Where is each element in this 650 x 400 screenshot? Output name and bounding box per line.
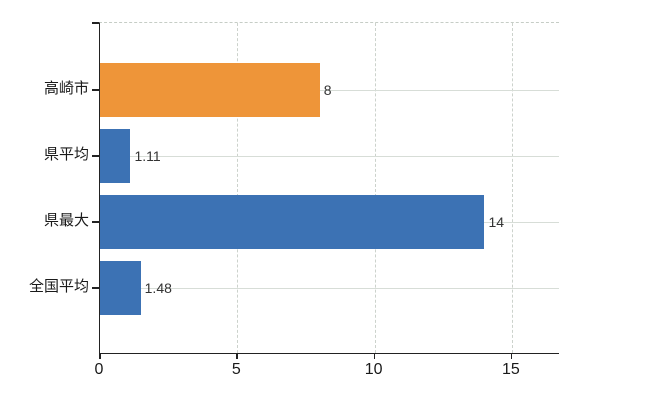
- x-axis-tick: [510, 354, 513, 359]
- vertical-gridline: [374, 23, 376, 353]
- y-axis-tick: [92, 89, 99, 91]
- plot-area: 8 1.11 14 1.48: [99, 22, 559, 354]
- bar-県最大: [100, 195, 485, 249]
- x-tick-label: 0: [94, 361, 104, 378]
- bar-高崎市: [100, 63, 320, 117]
- value-label: 1.48: [144, 280, 172, 296]
- category-label: 県最大: [43, 212, 89, 229]
- category-label: 全国平均: [28, 278, 89, 295]
- x-axis-tick: [373, 354, 376, 359]
- y-axis-top-tick: [92, 22, 99, 24]
- bar-県平均: [100, 129, 131, 183]
- x-axis-tick: [99, 354, 101, 359]
- vertical-gridline: [511, 23, 513, 353]
- x-axis-tick: [236, 354, 238, 359]
- category-label: 県平均: [43, 146, 89, 163]
- horizontal-gridline: [100, 90, 559, 91]
- y-axis-tick: [92, 155, 99, 157]
- value-label: 1.11: [134, 148, 161, 164]
- y-axis-tick: [92, 221, 99, 223]
- x-tick-label: 5: [231, 361, 241, 378]
- bar-全国平均: [100, 261, 141, 315]
- x-tick-label: 15: [502, 361, 520, 378]
- y-axis-tick: [92, 287, 99, 289]
- horizontal-gridline: [100, 288, 559, 289]
- x-tick-label: 10: [364, 361, 383, 378]
- vertical-gridline: [237, 23, 239, 353]
- category-label: 高崎市: [43, 80, 89, 97]
- horizontal-gridline: [100, 156, 559, 157]
- value-label: 14: [488, 214, 505, 230]
- value-label: 8: [323, 82, 332, 98]
